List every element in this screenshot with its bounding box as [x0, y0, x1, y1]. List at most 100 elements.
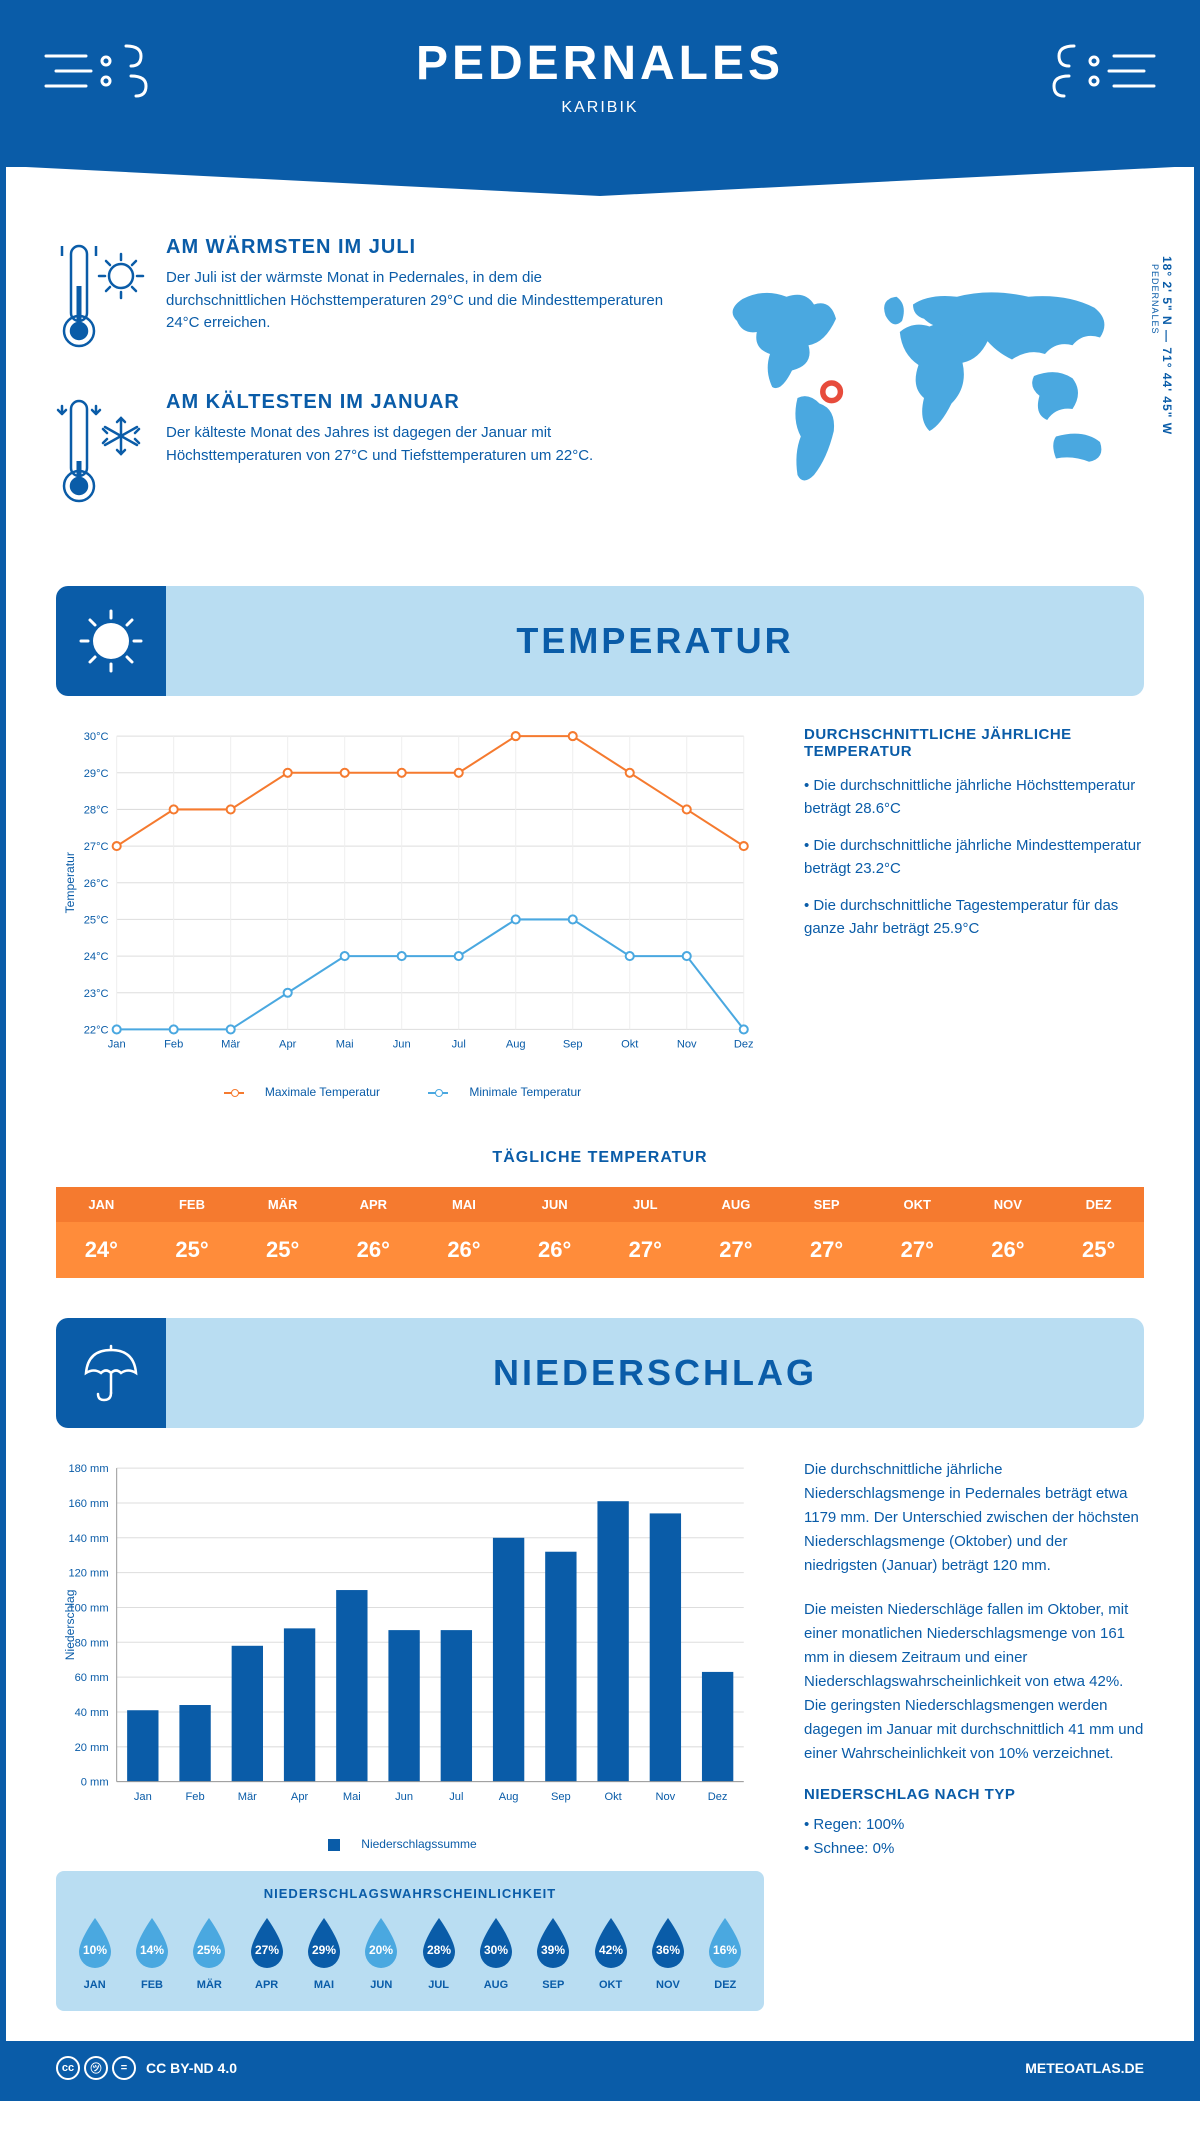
svg-text:28%: 28%	[427, 1943, 451, 1957]
svg-text:180 mm: 180 mm	[68, 1463, 108, 1475]
svg-text:10%: 10%	[83, 1943, 107, 1957]
probability-drop: 27%APR	[238, 1916, 295, 1991]
svg-text:42%: 42%	[599, 1943, 623, 1957]
umbrella-icon	[56, 1318, 166, 1428]
svg-text:Mai: Mai	[336, 1039, 354, 1051]
temperature-heading: TEMPERATUR	[516, 620, 793, 662]
probability-drop: 25%MÄR	[181, 1916, 238, 1991]
svg-text:30°C: 30°C	[84, 731, 109, 743]
temp-facts-heading: DURCHSCHNITTLICHE JÄHRLICHE TEMPERATUR	[804, 726, 1144, 760]
svg-text:Mär: Mär	[221, 1039, 240, 1051]
month-header: JUL	[600, 1187, 691, 1222]
month-header: OKT	[872, 1187, 963, 1222]
month-header: JAN	[56, 1187, 147, 1222]
svg-text:26°C: 26°C	[84, 878, 109, 890]
daily-temp-section: TÄGLICHE TEMPERATUR JANFEBMÄRAPRMAIJUNJU…	[6, 1149, 1194, 1318]
svg-text:28°C: 28°C	[84, 804, 109, 816]
svg-text:0 mm: 0 mm	[81, 1777, 109, 1789]
month-header: MÄR	[237, 1187, 328, 1222]
probability-drop: 10%JAN	[66, 1916, 123, 1991]
svg-text:Okt: Okt	[604, 1791, 621, 1803]
coordinates: 18° 2' 5" N — 71° 44' 45" WPEDERNALES	[1150, 256, 1174, 435]
month-header: AUG	[691, 1187, 782, 1222]
intro-section: AM WÄRMSTEN IM JULI Der Juli ist der wär…	[6, 196, 1194, 586]
svg-text:16%: 16%	[713, 1943, 737, 1957]
temperature-banner: TEMPERATUR	[56, 586, 1144, 696]
probability-drop: 42%OKT	[582, 1916, 639, 1991]
banner-triangle	[6, 166, 1194, 196]
svg-text:Mär: Mär	[238, 1791, 257, 1803]
probability-drop: 39%SEP	[525, 1916, 582, 1991]
svg-text:Feb: Feb	[164, 1039, 183, 1051]
svg-text:30%: 30%	[484, 1943, 508, 1957]
svg-text:24°C: 24°C	[84, 951, 109, 963]
temp-value: 26°	[509, 1222, 600, 1278]
probability-drop: 30%AUG	[467, 1916, 524, 1991]
month-header: DEZ	[1053, 1187, 1144, 1222]
temp-value: 26°	[419, 1222, 510, 1278]
sun-icon	[56, 586, 166, 696]
svg-text:Jul: Jul	[449, 1791, 463, 1803]
precip-para-2: Die meisten Niederschläge fallen im Okto…	[804, 1598, 1144, 1766]
precip-type-rain: • Regen: 100%	[804, 1813, 1144, 1837]
svg-text:Mai: Mai	[343, 1791, 361, 1803]
svg-text:Jan: Jan	[134, 1791, 152, 1803]
page-title: PEDERNALES	[6, 36, 1194, 91]
probability-drop: 36%NOV	[639, 1916, 696, 1991]
svg-text:20%: 20%	[369, 1943, 393, 1957]
page: PEDERNALES KARIBIK AM WÄRMSTEN IM JULI D…	[0, 0, 1200, 2101]
coldest-text: Der kälteste Monat des Jahres ist dagege…	[166, 422, 664, 467]
probability-drop: 29%MAI	[295, 1916, 352, 1991]
map-marker-icon	[823, 383, 841, 401]
svg-text:Aug: Aug	[506, 1039, 526, 1051]
month-header: FEB	[147, 1187, 238, 1222]
probability-drop: 20%JUN	[353, 1916, 410, 1991]
svg-text:27°C: 27°C	[84, 841, 109, 853]
precipitation-heading: NIEDERSCHLAG	[493, 1352, 817, 1394]
month-header: NOV	[963, 1187, 1054, 1222]
svg-text:Aug: Aug	[499, 1791, 519, 1803]
svg-text:27%: 27%	[255, 1943, 279, 1957]
svg-text:Jul: Jul	[452, 1039, 466, 1051]
svg-text:23°C: 23°C	[84, 988, 109, 1000]
temp-value: 26°	[328, 1222, 419, 1278]
svg-text:140 mm: 140 mm	[68, 1533, 108, 1545]
svg-text:Okt: Okt	[621, 1039, 638, 1051]
probability-drop: 28%JUL	[410, 1916, 467, 1991]
wind-icon	[36, 26, 156, 106]
svg-text:Temperatur: Temperatur	[63, 852, 77, 913]
svg-text:20 mm: 20 mm	[75, 1742, 109, 1754]
svg-text:Dez: Dez	[734, 1039, 754, 1051]
svg-text:39%: 39%	[541, 1943, 565, 1957]
probability-drop: 14%FEB	[123, 1916, 180, 1991]
temp-fact-item: Die durchschnittliche jährliche Höchstte…	[804, 775, 1144, 820]
probability-drop: 16%DEZ	[697, 1916, 754, 1991]
month-header: JUN	[509, 1187, 600, 1222]
temp-value: 27°	[600, 1222, 691, 1278]
coldest-heading: AM KÄLTESTEN IM JANUAR	[166, 391, 664, 414]
temp-facts-list: Die durchschnittliche jährliche Höchstte…	[804, 775, 1144, 940]
svg-text:Dez: Dez	[708, 1791, 728, 1803]
warmest-heading: AM WÄRMSTEN IM JULI	[166, 236, 664, 259]
svg-text:Jun: Jun	[393, 1039, 411, 1051]
svg-text:36%: 36%	[656, 1943, 680, 1957]
warmest-fact: AM WÄRMSTEN IM JULI Der Juli ist der wär…	[56, 236, 664, 361]
thermometer-snow-icon	[56, 391, 146, 516]
precip-para-1: Die durchschnittliche jährliche Niedersc…	[804, 1458, 1144, 1578]
svg-text:Feb: Feb	[185, 1791, 204, 1803]
temp-value: 26°	[963, 1222, 1054, 1278]
precipitation-banner: NIEDERSCHLAG	[56, 1318, 1144, 1428]
svg-text:Niederschlag: Niederschlag	[63, 1589, 77, 1660]
svg-text:25%: 25%	[197, 1943, 221, 1957]
cc-badge-icon: cc㋡=	[56, 2056, 136, 2080]
temp-legend: Maximale Temperatur Minimale Temperatur	[56, 1085, 764, 1099]
precip-type-snow: • Schnee: 0%	[804, 1837, 1144, 1861]
svg-text:Jun: Jun	[395, 1791, 413, 1803]
header: PEDERNALES KARIBIK	[6, 6, 1194, 167]
warmest-text: Der Juli ist der wärmste Monat in Pedern…	[166, 267, 664, 335]
temperature-line-chart: 22°C23°C24°C25°C26°C27°C28°C29°C30°CJanF…	[56, 726, 764, 1070]
svg-text:29%: 29%	[312, 1943, 336, 1957]
probability-box: NIEDERSCHLAGSWAHRSCHEINLICHKEIT 10%JAN14…	[56, 1871, 764, 2011]
footer: cc㋡= CC BY-ND 4.0 METEOATLAS.DE	[6, 2041, 1194, 2095]
svg-text:80 mm: 80 mm	[75, 1637, 109, 1649]
